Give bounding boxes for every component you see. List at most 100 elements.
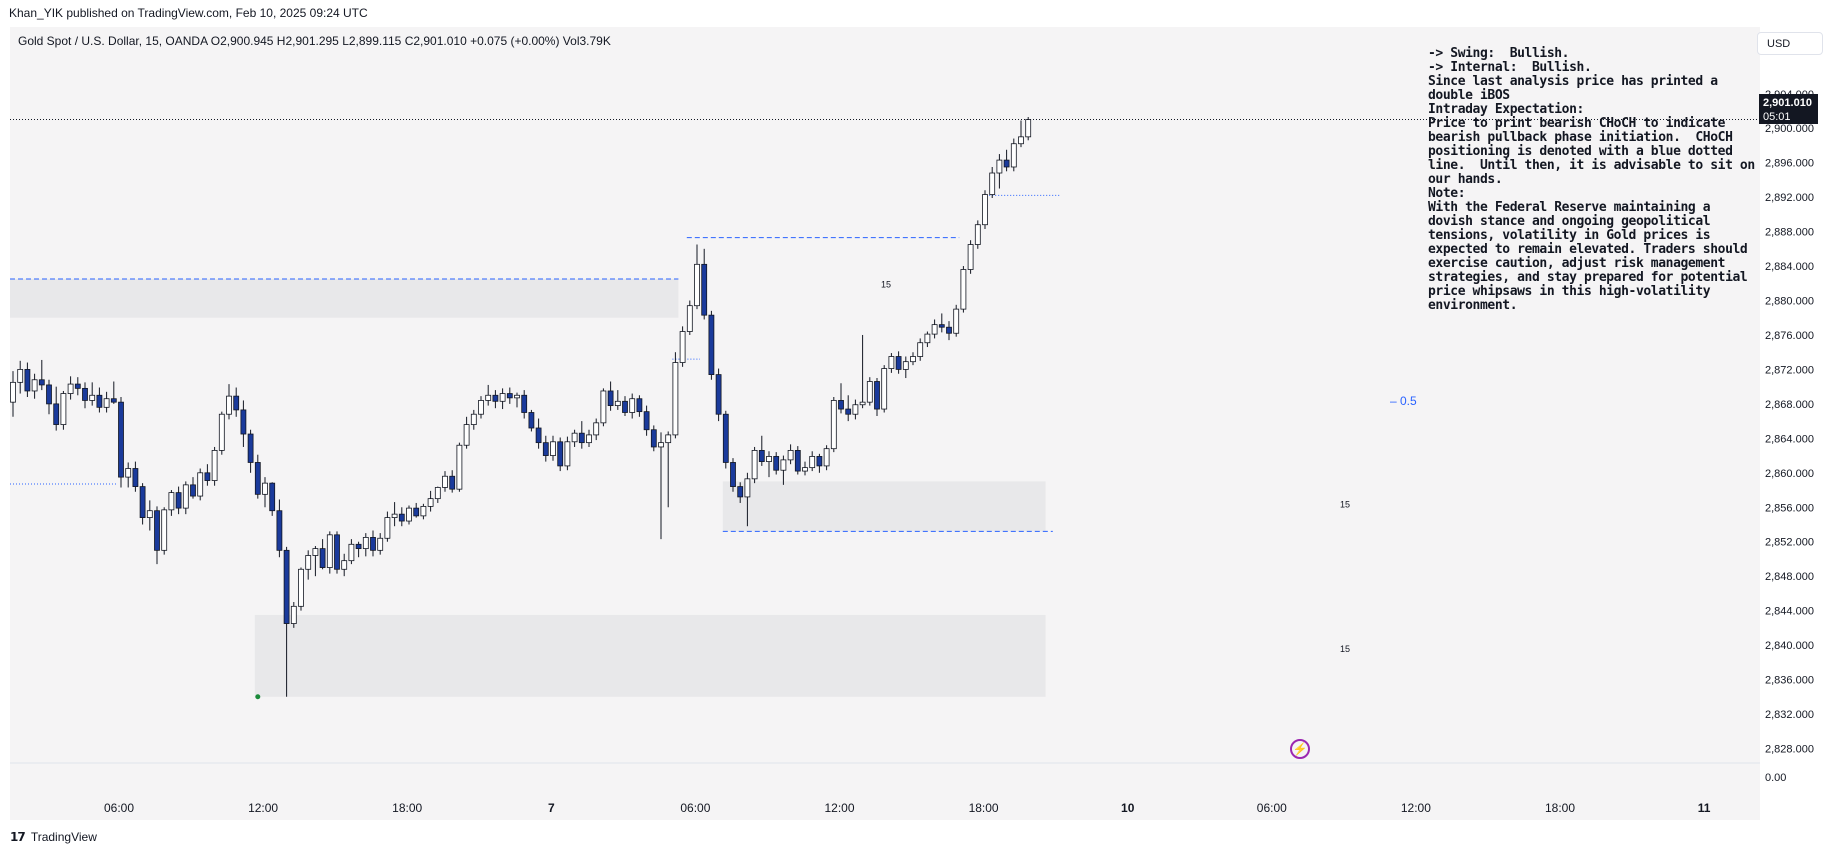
candle-down (650, 429, 657, 448)
y-tick-label: 2,828.000 (1765, 743, 1814, 755)
candle-up (866, 381, 873, 403)
candle-down (413, 507, 420, 517)
lightning-icon[interactable]: ⚡ (1290, 739, 1310, 759)
candle-down (82, 387, 88, 401)
zone-label: 15 (1340, 644, 1350, 654)
candle-up (823, 448, 830, 467)
publisher-bar: Khan_YIK published on TradingView.com, F… (0, 0, 1835, 27)
pivot-low-marker (255, 694, 261, 700)
candle-up (586, 434, 592, 444)
candle-down (132, 468, 139, 487)
candle-down (175, 492, 182, 509)
candle-up (780, 459, 787, 471)
candle-down (53, 403, 60, 425)
candle-up (744, 478, 751, 498)
candle-up (168, 492, 175, 511)
y-tick-label: 2,900.000 (1765, 123, 1814, 135)
footer-brand[interactable]: 𝟭𝟳 TradingView (10, 830, 97, 844)
candle-up (888, 356, 895, 369)
y-tick-label: 2,892.000 (1765, 192, 1814, 204)
candle-up (802, 467, 808, 472)
candle-up (672, 362, 679, 436)
currency-selector[interactable]: USD (1757, 32, 1823, 55)
y-tick-label: 2,880.000 (1765, 296, 1814, 308)
note-line: -> Internal: Bullish. (1428, 60, 1592, 75)
candle-up (89, 394, 96, 401)
x-tick-label: 06:00 (104, 801, 134, 815)
candle-up (218, 413, 225, 451)
candle-up (960, 269, 967, 310)
candle-down (542, 442, 549, 456)
candle-up (550, 441, 556, 456)
note-line: Since last analysis price has printed a … (1428, 74, 1726, 103)
candle-up (989, 172, 996, 195)
candle-up (665, 434, 672, 444)
candle-up (787, 450, 794, 461)
y-tick-label: 2,884.000 (1765, 261, 1814, 273)
x-tick-label: 7 (548, 801, 555, 815)
fib-ratio-label[interactable]: – 0.5 (1390, 394, 1417, 408)
candle-up (1010, 143, 1017, 168)
x-tick-label: 12:00 (1401, 801, 1431, 815)
candle-down (521, 394, 528, 413)
y-tick-label: 2,844.000 (1765, 606, 1814, 618)
candle-down (398, 513, 405, 522)
note-line: With the Federal Reserve maintaining a d… (1428, 200, 1755, 313)
candle-down (46, 384, 52, 405)
candle-up (499, 393, 506, 402)
candle-up (686, 305, 693, 332)
candle-down (701, 263, 708, 316)
candle-up (103, 398, 110, 408)
candle-up (629, 398, 636, 413)
candle-up (470, 413, 477, 425)
x-tick-label: 06:00 (680, 801, 710, 815)
candle-up (996, 159, 1003, 174)
candle-up (953, 308, 960, 334)
candle-up (31, 379, 38, 392)
symbol-info-line[interactable]: Gold Spot / U.S. Dollar, 15, OANDA O2,90… (18, 34, 611, 48)
candle-down (794, 450, 801, 472)
candle-down (154, 510, 160, 551)
candle-up (910, 356, 916, 363)
candle-up (326, 534, 333, 568)
candle-up (384, 517, 391, 539)
candle-up (1025, 119, 1032, 138)
candle-up (341, 560, 348, 570)
y-tick-label: 2,836.000 (1765, 675, 1814, 687)
candle-down (334, 534, 340, 570)
candle-down (254, 462, 261, 495)
volume-zero-label: 0.00 (1765, 772, 1787, 784)
candle-up (974, 224, 981, 245)
candle-up (420, 505, 427, 517)
candle-up (427, 498, 434, 507)
x-tick-label: 06:00 (1257, 801, 1287, 815)
candle-up (298, 568, 304, 607)
candle-down (722, 413, 729, 463)
candle-down (730, 462, 736, 487)
analysis-note[interactable]: -> Swing: Bullish. -> Internal: Bullish.… (1428, 47, 1758, 313)
x-tick-label: 12:00 (248, 801, 278, 815)
candle-up (924, 333, 931, 344)
candle-up (146, 510, 153, 518)
candle-up (766, 456, 772, 463)
candle-up (377, 537, 384, 551)
candle-down (1003, 159, 1010, 168)
candle-down (874, 381, 880, 410)
candle-up (931, 324, 938, 335)
y-tick-label: 2,896.000 (1765, 158, 1814, 170)
candle-up (348, 543, 355, 562)
candle-up (658, 442, 664, 448)
y-tick-label: 2,864.000 (1765, 433, 1814, 445)
footer-brand-text: TradingView (30, 830, 97, 844)
note-line: Note: (1428, 186, 1466, 201)
candle-down (247, 433, 254, 463)
candle-down (204, 472, 211, 481)
price-scale[interactable] (1760, 27, 1835, 820)
candle-down (118, 401, 124, 478)
candle-up (852, 404, 859, 415)
candle-up (593, 422, 600, 436)
candle-up (406, 507, 412, 522)
last-price-tag: 2,901.010 05:01 (1759, 94, 1818, 124)
candle-down (139, 486, 146, 518)
